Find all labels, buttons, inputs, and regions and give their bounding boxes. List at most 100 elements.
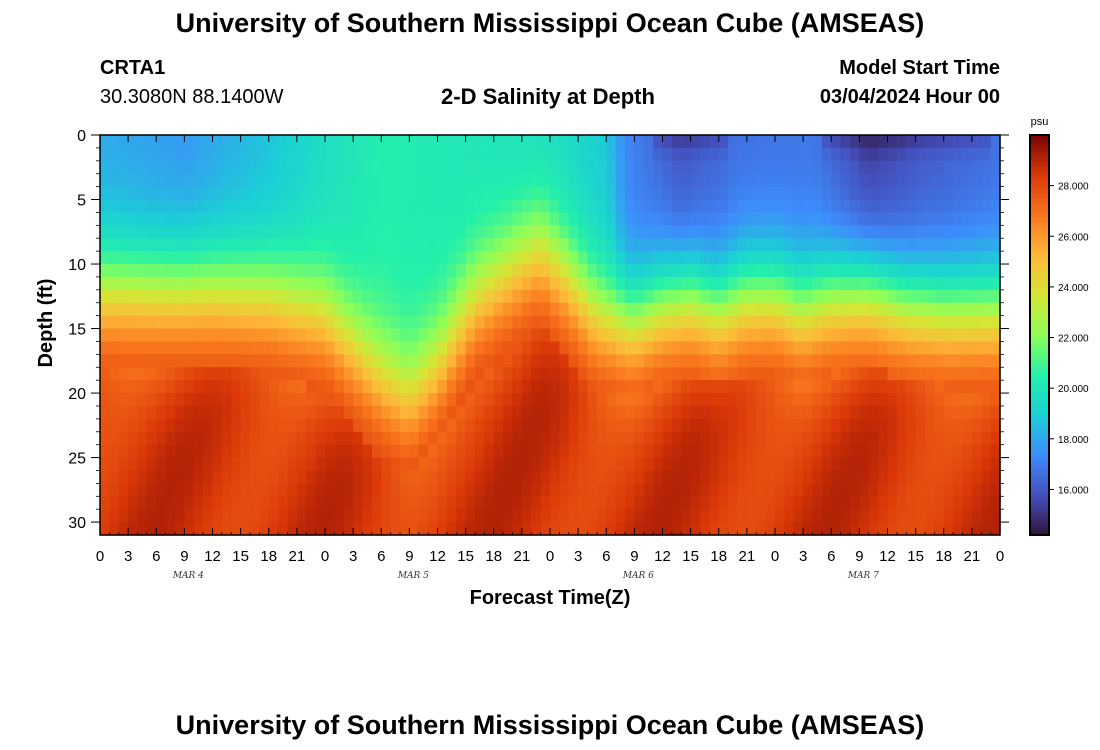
footer-title: University of Southern Mississippi Ocean… <box>175 710 925 740</box>
heatmap-cell <box>934 199 945 214</box>
heatmap-cell <box>212 302 223 317</box>
heatmap-cell <box>128 276 139 291</box>
heatmap-cell <box>175 302 185 317</box>
heatmap-cell <box>606 431 617 446</box>
heatmap-cell <box>568 212 579 226</box>
heatmap-cell <box>671 173 682 188</box>
heatmap-cell <box>325 302 335 317</box>
heatmap-cell <box>268 457 279 472</box>
heatmap-cell <box>493 160 504 175</box>
heatmap-cell <box>718 173 729 188</box>
heatmap-cell <box>465 431 476 446</box>
heatmap-cell <box>756 225 767 239</box>
heatmap-cell <box>400 315 410 330</box>
heatmap-cell <box>962 315 973 330</box>
heatmap-cell <box>315 470 326 484</box>
heatmap-cell <box>718 496 729 510</box>
heatmap-cell <box>100 405 110 420</box>
heatmap-cell <box>915 186 926 201</box>
heatmap-cell <box>446 289 457 304</box>
heatmap-cell <box>925 199 935 214</box>
heatmap-cell <box>681 276 692 291</box>
heatmap-cell <box>437 457 448 472</box>
heatmap-cell <box>493 238 504 252</box>
heatmap-cell <box>428 367 439 381</box>
heatmap-cell <box>109 483 120 497</box>
heatmap-cell <box>868 431 879 446</box>
heatmap-cell <box>371 483 382 497</box>
heatmap-cell <box>859 315 870 330</box>
heatmap-cell <box>934 251 945 265</box>
heatmap-cell <box>437 160 448 175</box>
heatmap-cell <box>193 186 204 201</box>
heatmap-cell <box>634 509 645 523</box>
heatmap-cell <box>325 238 335 252</box>
heatmap-cell <box>231 509 242 523</box>
heatmap-cell <box>128 341 139 355</box>
heatmap-cell <box>540 225 551 239</box>
heatmap-cell <box>212 431 223 446</box>
heatmap-cell <box>540 276 551 291</box>
heatmap-cell <box>681 328 692 343</box>
heatmap-cell <box>690 212 701 226</box>
heatmap-cell <box>615 225 626 239</box>
heatmap-cell <box>456 522 467 536</box>
heatmap-cell <box>643 225 654 239</box>
heatmap-cell <box>643 160 654 175</box>
heatmap-cell <box>737 302 748 317</box>
heatmap-cell <box>962 457 973 472</box>
heatmap-cell <box>287 147 298 162</box>
heatmap-cell <box>981 457 992 472</box>
heatmap-cell <box>925 289 935 304</box>
heatmap-cell <box>456 264 467 278</box>
heatmap-cell <box>390 186 401 201</box>
heatmap-cell <box>521 405 532 420</box>
heatmap-cell <box>118 276 129 291</box>
heatmap-cell <box>212 147 223 162</box>
heatmap-cell <box>859 289 870 304</box>
heatmap-cell <box>925 251 935 265</box>
heatmap-cell <box>531 380 542 394</box>
heatmap-cell <box>446 264 457 278</box>
heatmap-cell <box>700 341 710 355</box>
heatmap-cell <box>934 418 945 433</box>
heatmap-cell <box>896 341 907 355</box>
heatmap-cell <box>371 405 382 420</box>
heatmap-cell <box>446 238 457 252</box>
heatmap-cell <box>193 212 204 226</box>
heatmap-cell <box>212 418 223 433</box>
heatmap-cell <box>709 225 720 239</box>
heatmap-cell <box>475 393 485 407</box>
heatmap-cell <box>587 315 598 330</box>
heatmap-cell <box>400 135 410 149</box>
heatmap-cell <box>550 457 560 472</box>
heatmap-cell <box>315 302 326 317</box>
heatmap-cell <box>250 341 260 355</box>
heatmap-cell <box>784 135 795 149</box>
heatmap-cell <box>137 328 148 343</box>
heatmap-cell <box>250 444 260 459</box>
heatmap-cell <box>896 380 907 394</box>
heatmap-cell <box>165 496 176 510</box>
heatmap-cell <box>634 328 645 343</box>
heatmap-cell <box>203 328 214 343</box>
heatmap-cell <box>784 238 795 252</box>
heatmap-cell <box>812 431 823 446</box>
heatmap-cell <box>990 354 1001 368</box>
heatmap-cell <box>390 483 401 497</box>
heatmap-cell <box>568 160 579 175</box>
heatmap-cell <box>653 328 664 343</box>
heatmap-cell <box>231 160 242 175</box>
heatmap-cell <box>128 186 139 201</box>
heatmap-cell <box>878 147 889 162</box>
heatmap-cell <box>446 341 457 355</box>
heatmap-cell <box>428 354 439 368</box>
heatmap-cell <box>175 457 185 472</box>
heatmap-cell <box>812 418 823 433</box>
heatmap-cell <box>868 135 879 149</box>
heatmap-cell <box>981 328 992 343</box>
heatmap-cell <box>334 328 345 343</box>
heatmap-cell <box>831 315 842 330</box>
heatmap-cell <box>784 186 795 201</box>
heatmap-cell <box>184 135 195 149</box>
